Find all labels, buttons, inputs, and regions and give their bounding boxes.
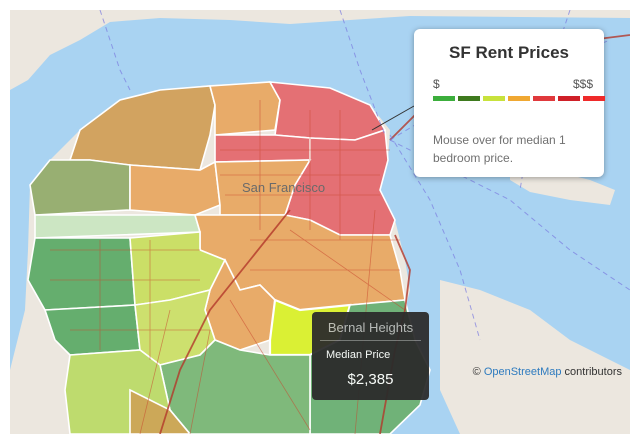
legend-hint: Mouse over for median 1 bedroom price. xyxy=(433,133,566,165)
neighborhood-south[interactable] xyxy=(129,388,192,434)
legend-swatch-2 xyxy=(458,96,480,101)
legend-title: SF Rent Prices xyxy=(449,43,569,62)
legend-swatch-6 xyxy=(558,96,580,101)
tooltip-price-value: $2,385 xyxy=(347,371,394,388)
neighborhood-outer-richmond[interactable] xyxy=(29,159,131,216)
neighborhood-pacific-heights[interactable] xyxy=(214,134,311,163)
legend-swatch-7 xyxy=(583,96,605,101)
attribution-suffix: contributors xyxy=(561,366,622,378)
map-view[interactable]: San Francisco SF Rent Prices $ $$$ Mouse… xyxy=(10,10,630,434)
legend-high-label: $$$ xyxy=(572,77,593,91)
legend-low-label: $ xyxy=(433,77,440,91)
tooltip-divider xyxy=(320,340,421,341)
neighborhood-tooltip: Bernal Heights Median Price $2,385 xyxy=(312,312,429,400)
legend-panel: SF Rent Prices $ $$$ Mouse over for medi… xyxy=(414,29,605,177)
neighborhood-marina[interactable] xyxy=(208,81,281,136)
map-attribution: © OpenStreetMap contributors xyxy=(473,366,622,378)
neighborhood-inner-richmond[interactable] xyxy=(129,160,221,216)
city-label: San Francisco xyxy=(242,180,325,195)
east-shore-land xyxy=(440,280,630,434)
osm-attribution-link[interactable]: OpenStreetMap xyxy=(483,366,562,378)
tooltip-neighborhood-name: Bernal Heights xyxy=(327,320,414,335)
hover-pointer-line xyxy=(371,105,415,131)
tooltip-price-label: Median Price xyxy=(326,349,391,361)
legend-color-scale xyxy=(433,96,605,101)
legend-swatch-3 xyxy=(483,96,505,101)
legend-swatch-4 xyxy=(508,96,530,101)
neighborhood-outer-sunset[interactable] xyxy=(27,237,136,311)
legend-swatch-5 xyxy=(533,96,555,101)
marin-land xyxy=(10,10,630,90)
legend-swatch-1 xyxy=(433,96,455,101)
copyright-symbol: © xyxy=(472,366,481,378)
